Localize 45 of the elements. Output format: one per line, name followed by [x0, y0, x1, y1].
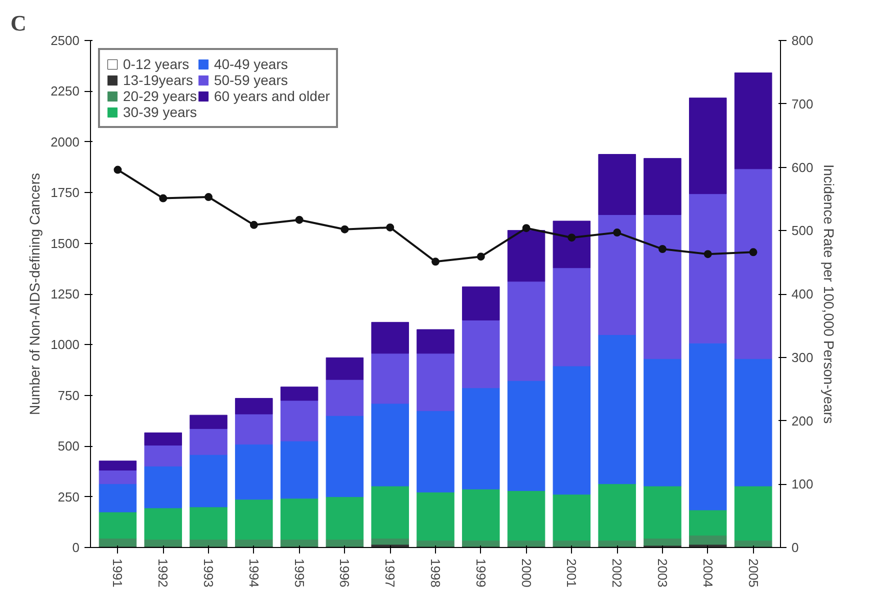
x-tick-label: 1996 — [337, 558, 352, 588]
y2-tick-label: 700 — [792, 96, 814, 112]
y-tick-label: 1750 — [50, 185, 80, 200]
y-tick-label: 1500 — [50, 236, 80, 251]
legend-label: 0-12 years — [123, 56, 190, 72]
x-tick-label: 2001 — [564, 558, 580, 588]
y-tick-label: 1000 — [50, 337, 80, 352]
x-tick-label: 1994 — [246, 558, 262, 588]
x-tick-label: 1998 — [428, 558, 443, 588]
y-tick-label: 2000 — [50, 134, 80, 150]
x-tick-label: 1992 — [156, 558, 171, 588]
x-tick-label: 1995 — [292, 558, 307, 588]
legend-label: 60 years and older — [214, 88, 330, 104]
x-tick-label: 2000 — [518, 558, 534, 588]
x-tick-label: 2003 — [654, 558, 670, 588]
text: C — [10, 10, 26, 36]
y-tick-label: 2500 — [50, 33, 80, 48]
x-tick-label: 1993 — [201, 558, 216, 588]
x-tick-label: 2002 — [610, 558, 625, 588]
y2-tick-label: 100 — [792, 476, 814, 492]
legend-label: 30-39 years — [123, 104, 197, 120]
y2-tick-label: 600 — [792, 160, 814, 175]
y-tick-label: 500 — [58, 438, 80, 454]
y2-tick-label: 400 — [792, 286, 814, 302]
y-tick-label: 0 — [72, 540, 80, 555]
legend-label: 40-49 years — [214, 56, 288, 72]
y2-tick-label: 200 — [792, 413, 814, 428]
y-tick-label: 250 — [58, 489, 80, 504]
y-tick-label: 750 — [58, 388, 80, 403]
y-tick-label: 1250 — [50, 286, 80, 302]
y-tick-label: 2250 — [50, 84, 80, 99]
legend-label: 13-19years — [123, 72, 194, 88]
y2-tick-label: 0 — [792, 540, 799, 555]
legend-label: 20-29 years — [123, 88, 197, 104]
y2-tick-label: 300 — [792, 350, 814, 365]
x-tick-label: 1997 — [382, 558, 398, 588]
x-tick-label: 2005 — [746, 558, 761, 588]
y2-axis-title: Incidence Rate per 100,000 Person-years — [821, 164, 838, 424]
x-tick-label: 1999 — [473, 558, 488, 588]
legend-label: 50-59 years — [214, 72, 288, 88]
y2-tick-label: 800 — [792, 33, 814, 48]
y-axis-title: Number of Non-AIDS-defining Cancers — [26, 172, 43, 415]
y2-tick-label: 500 — [792, 223, 814, 238]
x-tick-label: 1991 — [110, 558, 126, 588]
x-tick-label: 2004 — [700, 558, 716, 588]
